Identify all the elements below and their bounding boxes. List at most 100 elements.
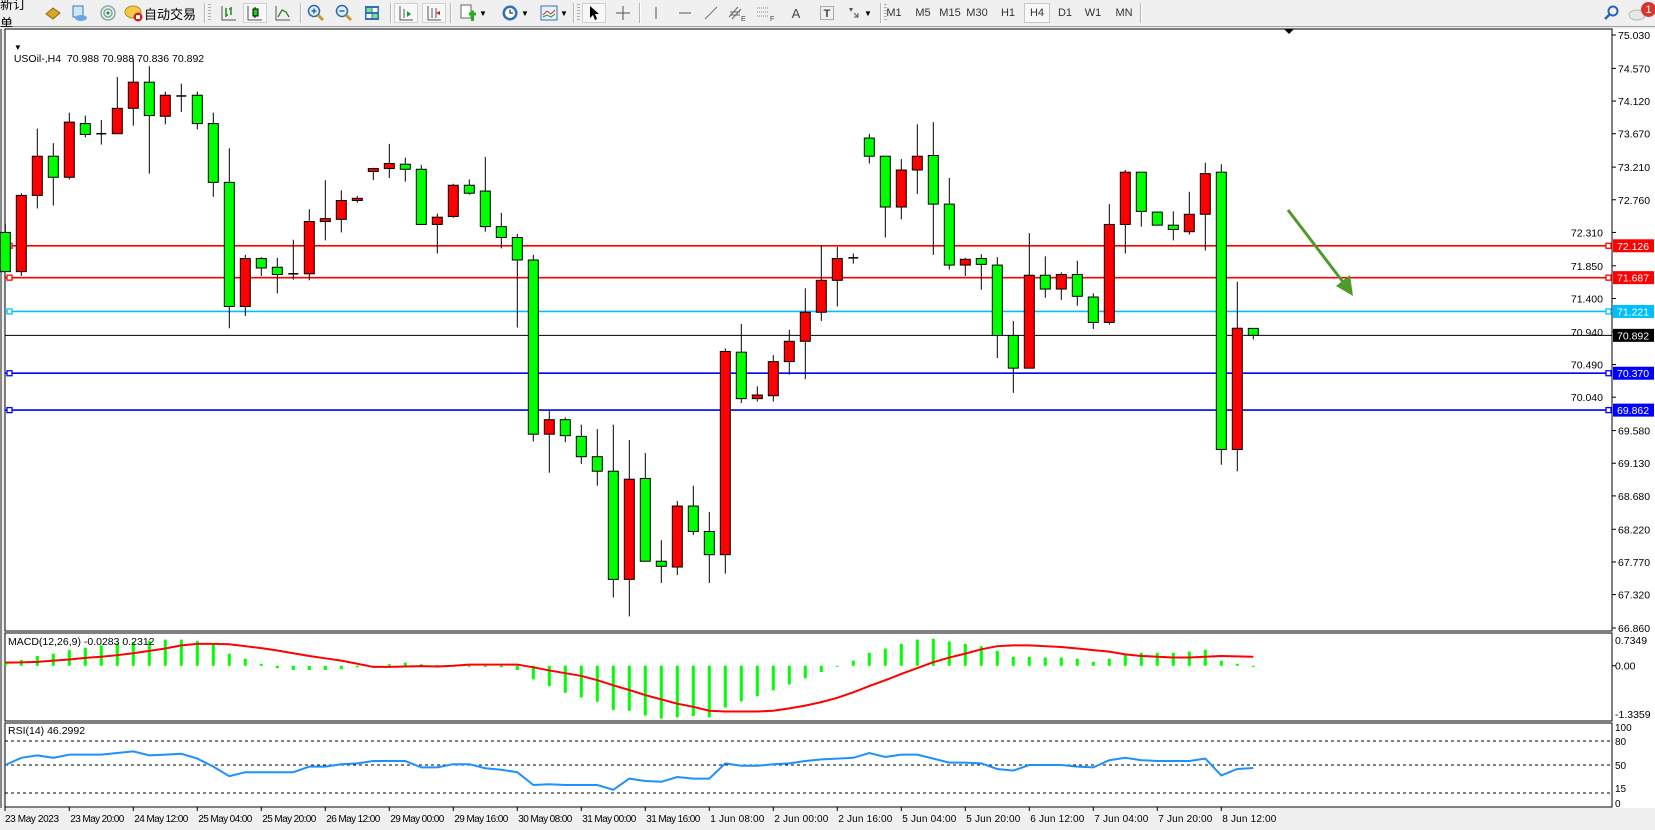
auto-trading-button[interactable]: 自动交易: [122, 3, 198, 23]
candle-bullish: [431, 216, 443, 225]
price-tick-label: 69.130: [1618, 458, 1650, 470]
timeframe-h1[interactable]: H1: [1000, 7, 1016, 19]
chart-shift-marker-icon[interactable]: [1284, 29, 1294, 34]
vertical-line-tool-button[interactable]: [646, 3, 666, 23]
fibo-letter: F: [770, 16, 774, 22]
macd-histogram-bar: [403, 662, 407, 666]
search-button[interactable]: [1600, 3, 1622, 23]
timeframe-mn[interactable]: MN: [1115, 7, 1133, 19]
text-tool-button[interactable]: A: [791, 5, 801, 21]
timeframe-m15[interactable]: M15: [939, 7, 961, 19]
time-tick-label: 23 May 2023: [5, 814, 59, 825]
cursor-tool-button[interactable]: [582, 3, 606, 23]
candle-bullish: [815, 279, 827, 313]
zoom-in-button[interactable]: [305, 3, 327, 23]
candle-bullish: [239, 258, 251, 307]
candle-bearish: [47, 155, 59, 178]
macd-axis-label: 0.7349: [1615, 635, 1647, 647]
macd-histogram-bar: [915, 639, 919, 666]
line-handle-left[interactable]: [6, 274, 13, 281]
macd-histogram-bar: [83, 647, 87, 666]
timeframe-d1[interactable]: D1: [1057, 7, 1073, 19]
macd-histogram-bar: [1219, 660, 1223, 666]
tile-windows-icon: [365, 6, 379, 20]
new-order-button[interactable]: 新订单: [0, 0, 27, 31]
new-chart-button[interactable]: ▼: [455, 3, 491, 23]
line-handle-left[interactable]: [6, 370, 13, 377]
macd-histogram-bar: [1027, 656, 1031, 666]
macd-histogram-bar: [1123, 654, 1127, 666]
candle-bearish: [479, 190, 491, 228]
line-chart-button[interactable]: [272, 3, 294, 23]
chart-shift-button[interactable]: [422, 3, 446, 23]
timeframe-w1[interactable]: W1: [1084, 7, 1102, 19]
price-tick-label: 67.320: [1618, 590, 1650, 602]
channel-icon: E: [728, 6, 746, 22]
candle-bearish: [0, 231, 11, 273]
periodicity-button[interactable]: ▼: [498, 3, 532, 23]
crosshair-tool-button[interactable]: [612, 3, 634, 23]
line-handle-right[interactable]: [1605, 242, 1612, 249]
timeframe-m5[interactable]: M5: [915, 7, 931, 19]
text-label-tool-button[interactable]: T: [816, 3, 838, 23]
horizontal-line-tool-button[interactable]: [674, 3, 696, 23]
line-handle-left[interactable]: [6, 406, 13, 414]
candle-bullish: [319, 218, 331, 223]
candle-bearish: [415, 168, 427, 225]
price-tick-label: 74.570: [1618, 63, 1650, 75]
macd-histogram-bar: [819, 665, 823, 673]
candle-bearish: [1247, 327, 1259, 336]
candle-bullish: [1199, 173, 1211, 215]
indicators-icon: [540, 5, 558, 21]
candle-bullish: [447, 184, 459, 217]
annotation-arrow-shaft[interactable]: [1286, 209, 1345, 283]
candlestick-chart-button[interactable]: [243, 3, 267, 23]
metaeditor-button[interactable]: [42, 3, 64, 23]
macd-histogram-bar: [147, 640, 151, 666]
line-handle-right[interactable]: [1605, 370, 1612, 377]
auto-scroll-icon: [399, 6, 413, 21]
line-handle-right[interactable]: [1605, 308, 1612, 315]
terminal-button[interactable]: [68, 3, 90, 23]
line-handle-right[interactable]: [1605, 274, 1612, 281]
equidistant-channel-tool-button[interactable]: E: [726, 3, 750, 23]
trendline-tool-button[interactable]: [700, 3, 722, 23]
candle-bearish: [1135, 171, 1147, 212]
macd-histogram-bar: [883, 648, 887, 666]
candle-bearish: [223, 181, 235, 307]
macd-histogram-bar: [723, 665, 727, 708]
candle-bearish: [991, 264, 1003, 336]
chart-menu-triangle-icon[interactable]: ▼: [13, 43, 22, 52]
line-handle-left[interactable]: [6, 308, 13, 315]
macd-histogram-bar: [483, 665, 487, 667]
timeframe-m30[interactable]: M30: [966, 7, 988, 19]
auto-scroll-button[interactable]: [394, 3, 418, 23]
macd-axis-label: -1.3359: [1615, 709, 1651, 721]
candle-bullish: [959, 258, 971, 266]
tile-windows-button[interactable]: [361, 3, 383, 23]
macd-histogram-bar: [1059, 657, 1063, 666]
macd-histogram-bar: [163, 639, 167, 666]
signals-button[interactable]: [97, 3, 119, 23]
price-tick-label: 75.030: [1618, 30, 1650, 42]
macd-histogram-bar: [243, 658, 247, 666]
timeframe-m1[interactable]: M1: [886, 7, 902, 19]
price-tick-label: 74.120: [1618, 96, 1650, 108]
bar-chart-button[interactable]: [218, 3, 240, 23]
timeframe-h4[interactable]: H4: [1024, 3, 1050, 23]
cursor-icon: [590, 6, 599, 20]
candle-bullish: [335, 199, 347, 220]
zoom-out-button[interactable]: [333, 3, 355, 23]
time-tick-label: 29 May 16:00: [454, 814, 508, 825]
candle-bullish: [1103, 223, 1115, 323]
main-panel: [4, 28, 1613, 632]
indicators-button[interactable]: ▼: [536, 3, 572, 23]
macd-panel: [4, 632, 1613, 722]
arrows-tool-button[interactable]: ▼: [842, 3, 876, 23]
candle-bearish: [1087, 296, 1099, 323]
chart-window[interactable]: 75.030 74.570 74.120 73.670 73.210 72.760 72.3…: [0, 27, 1655, 830]
macd-histogram-bar: [611, 665, 615, 710]
candle-bullish: [367, 168, 379, 172]
fibonacci-tool-button[interactable]: F: [754, 3, 778, 23]
line-handle-right[interactable]: [1605, 406, 1612, 414]
